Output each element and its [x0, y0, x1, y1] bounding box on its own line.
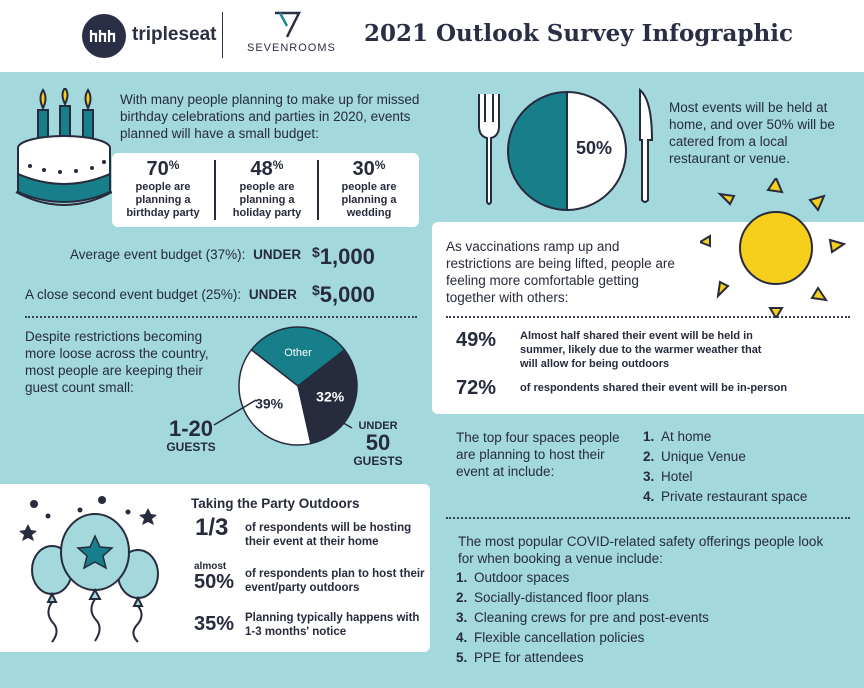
second-budget-under: UNDER	[248, 287, 297, 302]
pie-slice-label: Other	[284, 347, 312, 359]
list-item-label: Socially-distanced floor plans	[474, 590, 649, 605]
avg-budget-row: Average event budget (37%): UNDER	[70, 247, 301, 262]
small-guests-pointer	[213, 399, 257, 426]
tripleseat-logo-icon	[82, 14, 126, 58]
stat-value: 70	[146, 158, 169, 180]
small-guests-value: 1-20	[168, 416, 214, 441]
knife-icon	[639, 88, 654, 203]
outdoors-pre-2: almost	[194, 561, 227, 572]
safety-text: The most popular COVID-related safety of…	[458, 534, 824, 566]
safety-list: 1. Outdoor spaces 2. Socially-distanced fl…	[456, 568, 709, 668]
spaces-list: 1. At home 2. Unique Venue 3. Hotel 4. Priva…	[643, 427, 807, 507]
sevenrooms-logo-icon	[275, 11, 302, 38]
large-guests-sub: GUESTS	[353, 454, 403, 468]
pie-slice	[297, 348, 358, 445]
list-item-label: Unique Venue	[661, 449, 746, 464]
section-divider	[25, 316, 417, 318]
list-item-label: Hotel	[661, 469, 693, 484]
large-guests-value: 50	[365, 430, 391, 455]
sevenrooms-brand: SEVENROOMS	[247, 42, 336, 54]
second-budget-label: A close second event budget (25%):	[25, 287, 242, 302]
section-divider	[446, 517, 850, 519]
pie-slice-label: 39%	[255, 395, 284, 411]
pie-slice	[238, 348, 312, 446]
list-item: 5. PPE for attendees	[456, 650, 584, 665]
avg-budget-amount: 1,000	[319, 244, 375, 269]
list-item: 1. Outdoor spaces	[456, 570, 570, 585]
stat-wedding: 30% people are planning a wedding	[326, 158, 412, 220]
outdoors-stat-3: 35%	[194, 613, 235, 635]
list-item: 3. Hotel	[643, 469, 693, 484]
list-item: 4. Private restaurant space	[643, 489, 808, 504]
header-divider	[222, 12, 223, 58]
guest-count-pie: Other 32% 39%	[238, 326, 358, 446]
list-item: 2. Socially-distanced floor plans	[456, 590, 649, 605]
vaccination-text-2: of respondents shared their event will b…	[520, 382, 788, 394]
outdoors-text-1: of respondents will be hosting their eve…	[245, 522, 412, 548]
pie-slice-label: 32%	[316, 389, 345, 405]
home-pie	[507, 90, 627, 212]
stat-divider	[214, 160, 216, 220]
second-budget-value: $5,000	[312, 282, 375, 307]
list-item: 3. Cleaning crews for pre and post-events	[456, 610, 709, 625]
guests-text: Despite restrictions becoming more loose…	[25, 329, 209, 395]
section-divider	[446, 316, 850, 318]
avg-budget-under: UNDER	[253, 247, 302, 262]
budget-intro: With many people planning to make up for…	[120, 92, 420, 141]
list-item: 1. At home	[643, 429, 712, 444]
page-title: 2021 Outlook Survey Infographic	[364, 20, 793, 47]
list-item-label: Private restaurant space	[661, 489, 808, 504]
tripleseat-brand: tripleseat	[132, 24, 217, 45]
large-guests-pointer	[327, 413, 353, 429]
large-guests-under: UNDER	[358, 420, 398, 432]
outdoors-title: Taking the Party Outdoors	[191, 496, 360, 511]
second-budget-amount: 5,000	[319, 282, 375, 307]
vaccination-text-1: Almost half shared their event will be h…	[520, 330, 762, 370]
spaces-text: The top four spaces people are planning …	[456, 430, 620, 479]
list-item-label: Outdoor spaces	[474, 570, 570, 585]
stat-divider	[317, 160, 319, 220]
header: tripleseat SEVENROOMS 2021 Outlook Surve…	[0, 0, 864, 72]
list-item-label: Cleaning crews for pre and post-events	[474, 610, 709, 625]
budget-stats-panel	[112, 153, 419, 227]
list-item: 4. Flexible cancellation policies	[456, 630, 645, 645]
pie-slice	[250, 326, 346, 387]
vaccination-text: As vaccinations ramp up and restrictions…	[446, 239, 675, 305]
list-item-label: PPE for attendees	[474, 650, 584, 665]
stat-label: people are planning a wedding	[341, 181, 397, 219]
avg-budget-label: Average event budget (37%):	[70, 247, 246, 262]
avg-budget-value: $1,000	[312, 244, 375, 269]
vaccination-stat-2: 72%	[456, 377, 497, 399]
outdoors-text-2: of respondents plan to host their event/…	[245, 568, 425, 594]
stat-value: 48	[250, 158, 273, 180]
second-budget-row: A close second event budget (25%): UNDER	[25, 287, 297, 302]
outdoors-stat-2: 50%	[194, 571, 235, 593]
stat-birthday: 70% people are planning a birthday party	[120, 158, 206, 220]
small-guests-label: 1-20 GUESTS	[163, 416, 219, 455]
stat-holiday: 48% people are planning a holiday party	[224, 158, 310, 220]
list-item-label: Flexible cancellation policies	[474, 630, 645, 645]
vaccination-stat-1: 49%	[456, 329, 497, 351]
outdoors-text-3: Planning typically happens with 1-3 mont…	[245, 612, 420, 638]
list-item-label: At home	[661, 429, 712, 444]
home-pct: 50%	[576, 138, 613, 158]
stat-label: people are planning a holiday party	[232, 181, 302, 219]
outdoors-stat-1: 1/3	[195, 514, 229, 541]
large-guests-label: UNDER 50 GUESTS	[348, 420, 408, 468]
fork-icon	[478, 94, 500, 205]
birthday-cake-icon	[15, 88, 113, 206]
stat-value: 30	[352, 158, 375, 180]
list-item: 2. Unique Venue	[643, 449, 746, 464]
balloons-icon	[19, 496, 159, 643]
sun-icon	[700, 178, 847, 318]
small-guests-sub: GUESTS	[166, 440, 216, 454]
stat-label: people are planning a birthday party	[126, 181, 200, 219]
home-text: Most events will be held at home, and ov…	[669, 100, 835, 166]
